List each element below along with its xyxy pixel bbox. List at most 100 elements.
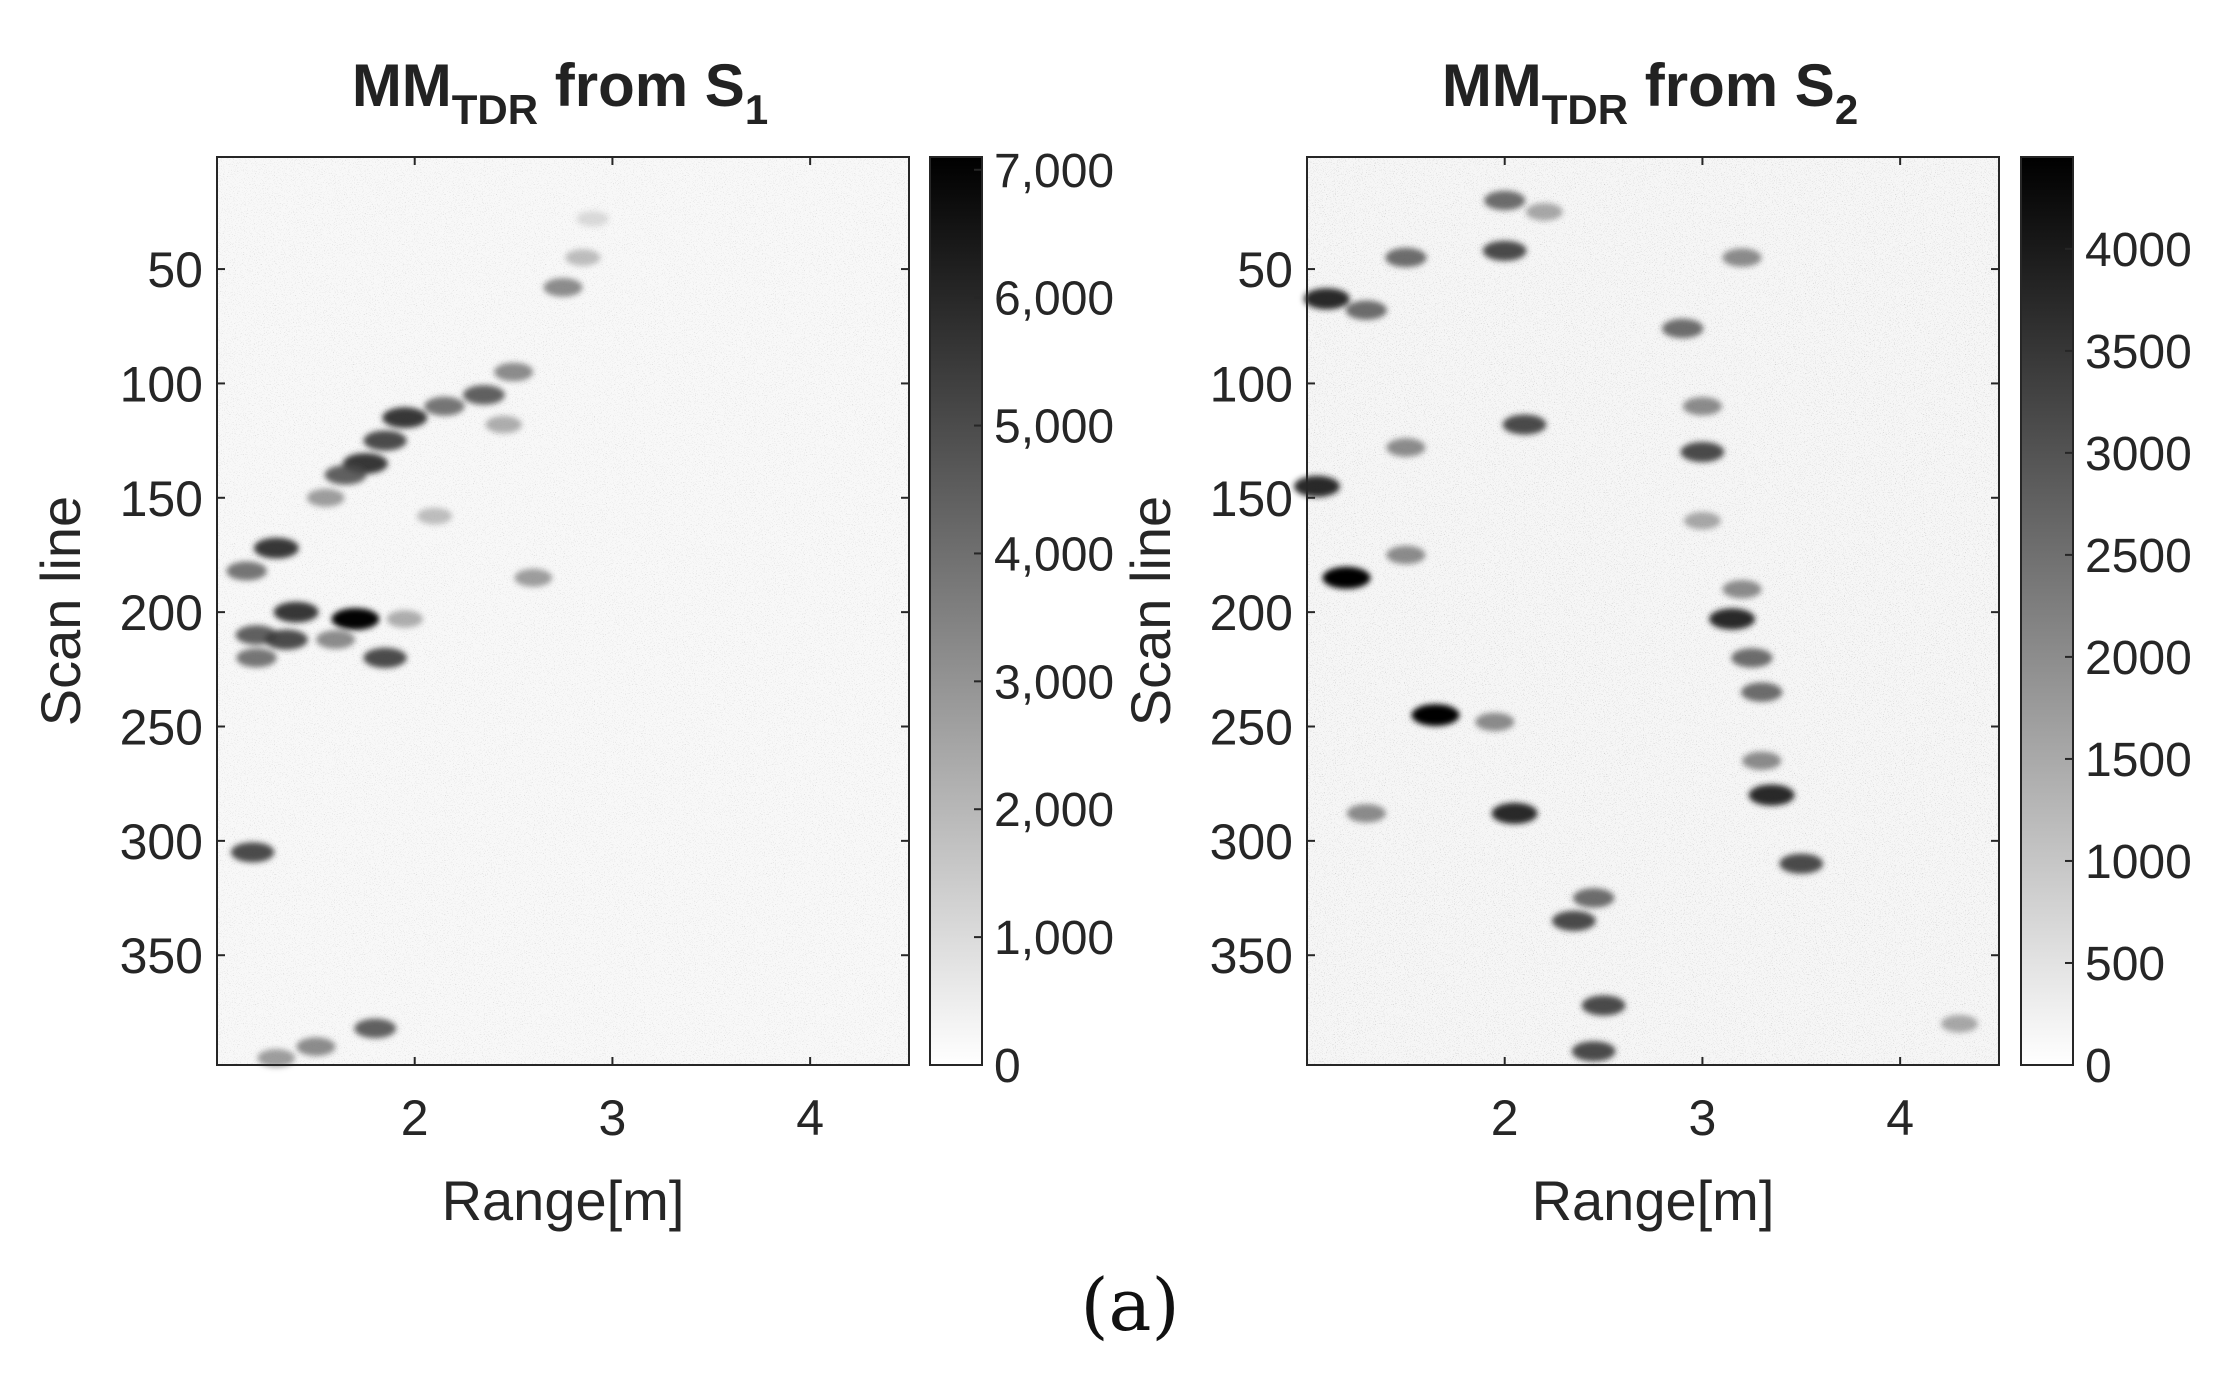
y-tick-label: 250	[1210, 700, 1293, 756]
chart-title: MMTDR from S2	[1442, 52, 1858, 133]
heatmap-feature	[493, 362, 534, 382]
heatmap-feature	[1322, 566, 1371, 589]
heatmap-feature	[1722, 580, 1762, 599]
heatmap-feature	[253, 537, 299, 559]
heatmap-feature	[273, 601, 319, 623]
y-axis-label: Scan line	[29, 496, 92, 726]
heatmap-panel-s1: MMTDR from S1 2 3 4 50 100 150 200 250 300 350 R…	[29, 52, 1114, 1232]
colorbar-tick-label: 3000	[2085, 428, 2192, 481]
heatmap-feature	[565, 249, 601, 266]
colorbar-tick-label: 2,000	[994, 784, 1114, 837]
heatmap-feature	[1722, 248, 1762, 267]
heatmap-feature	[1303, 288, 1350, 310]
heatmap-feature	[230, 842, 275, 863]
y-tick-label: 50	[147, 242, 203, 298]
heatmap-feature	[363, 430, 407, 451]
heatmap-feature	[1748, 784, 1795, 806]
heatmap-feature	[1573, 888, 1615, 908]
heatmap-feature	[514, 568, 553, 587]
y-tick-label: 100	[1210, 356, 1293, 412]
heatmap-feature	[1502, 414, 1547, 435]
panel-caption: (a)	[1080, 1263, 1179, 1347]
y-tick-label: 150	[1210, 471, 1293, 527]
heatmap-feature	[382, 407, 428, 429]
colorbar-tick-label: 0	[2085, 1040, 2112, 1093]
heatmap-feature	[1680, 441, 1725, 463]
heatmap-feature	[296, 1037, 336, 1056]
heatmap-feature	[264, 629, 308, 650]
y-axis: 50 100 150 200 250 300 350	[1210, 242, 1999, 984]
heatmap-feature	[1385, 247, 1427, 268]
heatmap-feature	[1779, 853, 1824, 874]
colorbar-tick-label: 5,000	[994, 401, 1114, 454]
heatmap-feature	[316, 630, 356, 649]
colorbar	[2020, 156, 2074, 1066]
heatmap-feature	[1731, 648, 1773, 668]
colorbar-tick-label: 4,000	[994, 528, 1114, 581]
heatmap-feature	[417, 507, 452, 525]
x-axis: 2 3 4	[1491, 157, 1914, 1146]
y-tick-label: 300	[1210, 814, 1293, 870]
data-features	[1293, 190, 1978, 1062]
y-tick-label: 200	[120, 585, 203, 641]
plot-frame	[216, 156, 910, 1066]
heatmap-feature	[354, 1018, 397, 1039]
plot-frame	[1306, 156, 2000, 1066]
colorbar-tick-label: 0	[994, 1040, 1021, 1093]
heatmap-feature	[1709, 608, 1756, 630]
heatmap-feature	[1475, 712, 1515, 732]
heatmap-feature	[306, 488, 345, 507]
heatmap-feature	[1482, 240, 1527, 261]
colorbar-tick-label: 7,000	[994, 145, 1114, 198]
heatmap-feature	[1484, 190, 1526, 211]
y-tick-label: 50	[1237, 242, 1293, 298]
colorbar-tick-label: 1000	[2085, 836, 2192, 889]
y-tick-label: 350	[120, 928, 203, 984]
heatmap-feature	[257, 1049, 296, 1068]
y-tick-label: 100	[120, 356, 203, 412]
noise-texture	[217, 157, 909, 1065]
heatmap-feature	[1581, 995, 1626, 1016]
heatmap-feature	[236, 648, 277, 668]
chart-title: MMTDR from S1	[352, 52, 768, 133]
x-tick-label: 3	[599, 1090, 627, 1146]
colorbar-ticks: 0 500 1000 1500 2000 2500 3000 3500 4000	[2065, 224, 2192, 1093]
heatmap-feature	[462, 385, 505, 405]
data-features	[226, 211, 609, 1068]
colorbar-tick-label: 1500	[2085, 734, 2192, 787]
colorbar	[929, 156, 983, 1066]
heatmap-feature	[485, 415, 522, 434]
heatmap-feature	[1346, 804, 1386, 823]
noise-texture	[1307, 157, 1999, 1065]
heatmap-feature	[363, 647, 407, 669]
colorbar-ticks: 0 1,000 2,000 3,000 4,000 5,000 6,000 7,000	[974, 145, 1114, 1093]
heatmap-feature	[1941, 1015, 1978, 1033]
colorbar-tick-label: 3,000	[994, 656, 1114, 709]
heatmap-feature	[1682, 397, 1722, 416]
colorbar-tick-label: 4000	[2085, 224, 2192, 277]
heatmap-feature	[1386, 438, 1426, 457]
x-axis: 2 3 4	[401, 157, 824, 1146]
y-tick-label: 200	[1210, 585, 1293, 641]
heatmap-feature	[1571, 1041, 1616, 1062]
heatmap-feature	[1742, 751, 1782, 770]
heatmap-feature	[226, 561, 267, 581]
heatmap-feature	[1491, 802, 1538, 825]
heatmap-feature	[386, 610, 423, 628]
heatmap-feature	[424, 396, 465, 416]
y-tick-label: 350	[1210, 928, 1293, 984]
heatmap-feature	[1683, 511, 1721, 530]
x-axis-label: Range[m]	[442, 1169, 685, 1232]
colorbar-tick-label: 3500	[2085, 326, 2192, 379]
heatmap-feature	[1552, 910, 1596, 932]
heatmap-feature	[324, 465, 367, 485]
colorbar-tick-label: 2500	[2085, 530, 2192, 583]
x-tick-label: 4	[1886, 1090, 1914, 1146]
y-tick-label: 150	[120, 471, 203, 527]
heatmap-feature	[576, 211, 609, 227]
x-tick-label: 3	[1689, 1090, 1717, 1146]
colorbar-tick-label: 500	[2085, 938, 2165, 991]
x-axis-label: Range[m]	[1532, 1169, 1775, 1232]
x-tick-label: 2	[1491, 1090, 1519, 1146]
